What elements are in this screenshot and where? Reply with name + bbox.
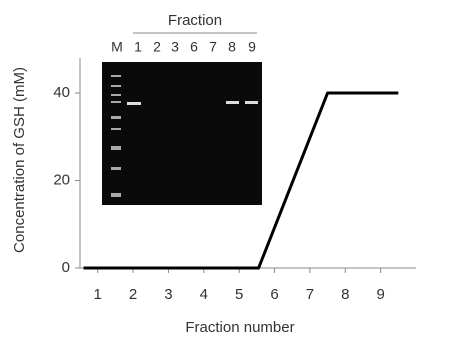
lane-label: M <box>111 39 123 55</box>
lane-label: 9 <box>248 39 256 55</box>
lane-label: 2 <box>153 39 161 55</box>
x-tick-label: 7 <box>306 286 314 303</box>
x-tick-label: 1 <box>94 286 102 303</box>
y-tick-label: 20 <box>53 171 70 188</box>
y-tick-label: 0 <box>62 259 70 276</box>
lane-label: 6 <box>190 39 198 55</box>
y-axis-label: Concentration of GSH (mM) <box>11 67 28 253</box>
x-axis-label: Fraction number <box>185 319 294 336</box>
lane-label: 3 <box>171 39 179 55</box>
chart: Concentration of GSH (mM) Fraction numbe… <box>0 0 451 339</box>
lane-label: 1 <box>134 39 142 55</box>
lane-label: 8 <box>228 39 236 55</box>
x-tick-label: 8 <box>341 286 349 303</box>
inset-title: Fraction <box>168 12 222 29</box>
lane-label: 7 <box>209 39 217 55</box>
x-tick-label: 5 <box>235 286 243 303</box>
y-tick-label: 40 <box>53 84 70 101</box>
x-tick-label: 4 <box>200 286 208 303</box>
x-tick-label: 6 <box>270 286 278 303</box>
x-tick-label: 3 <box>164 286 172 303</box>
x-tick-label: 2 <box>129 286 137 303</box>
x-tick-label: 9 <box>376 286 384 303</box>
